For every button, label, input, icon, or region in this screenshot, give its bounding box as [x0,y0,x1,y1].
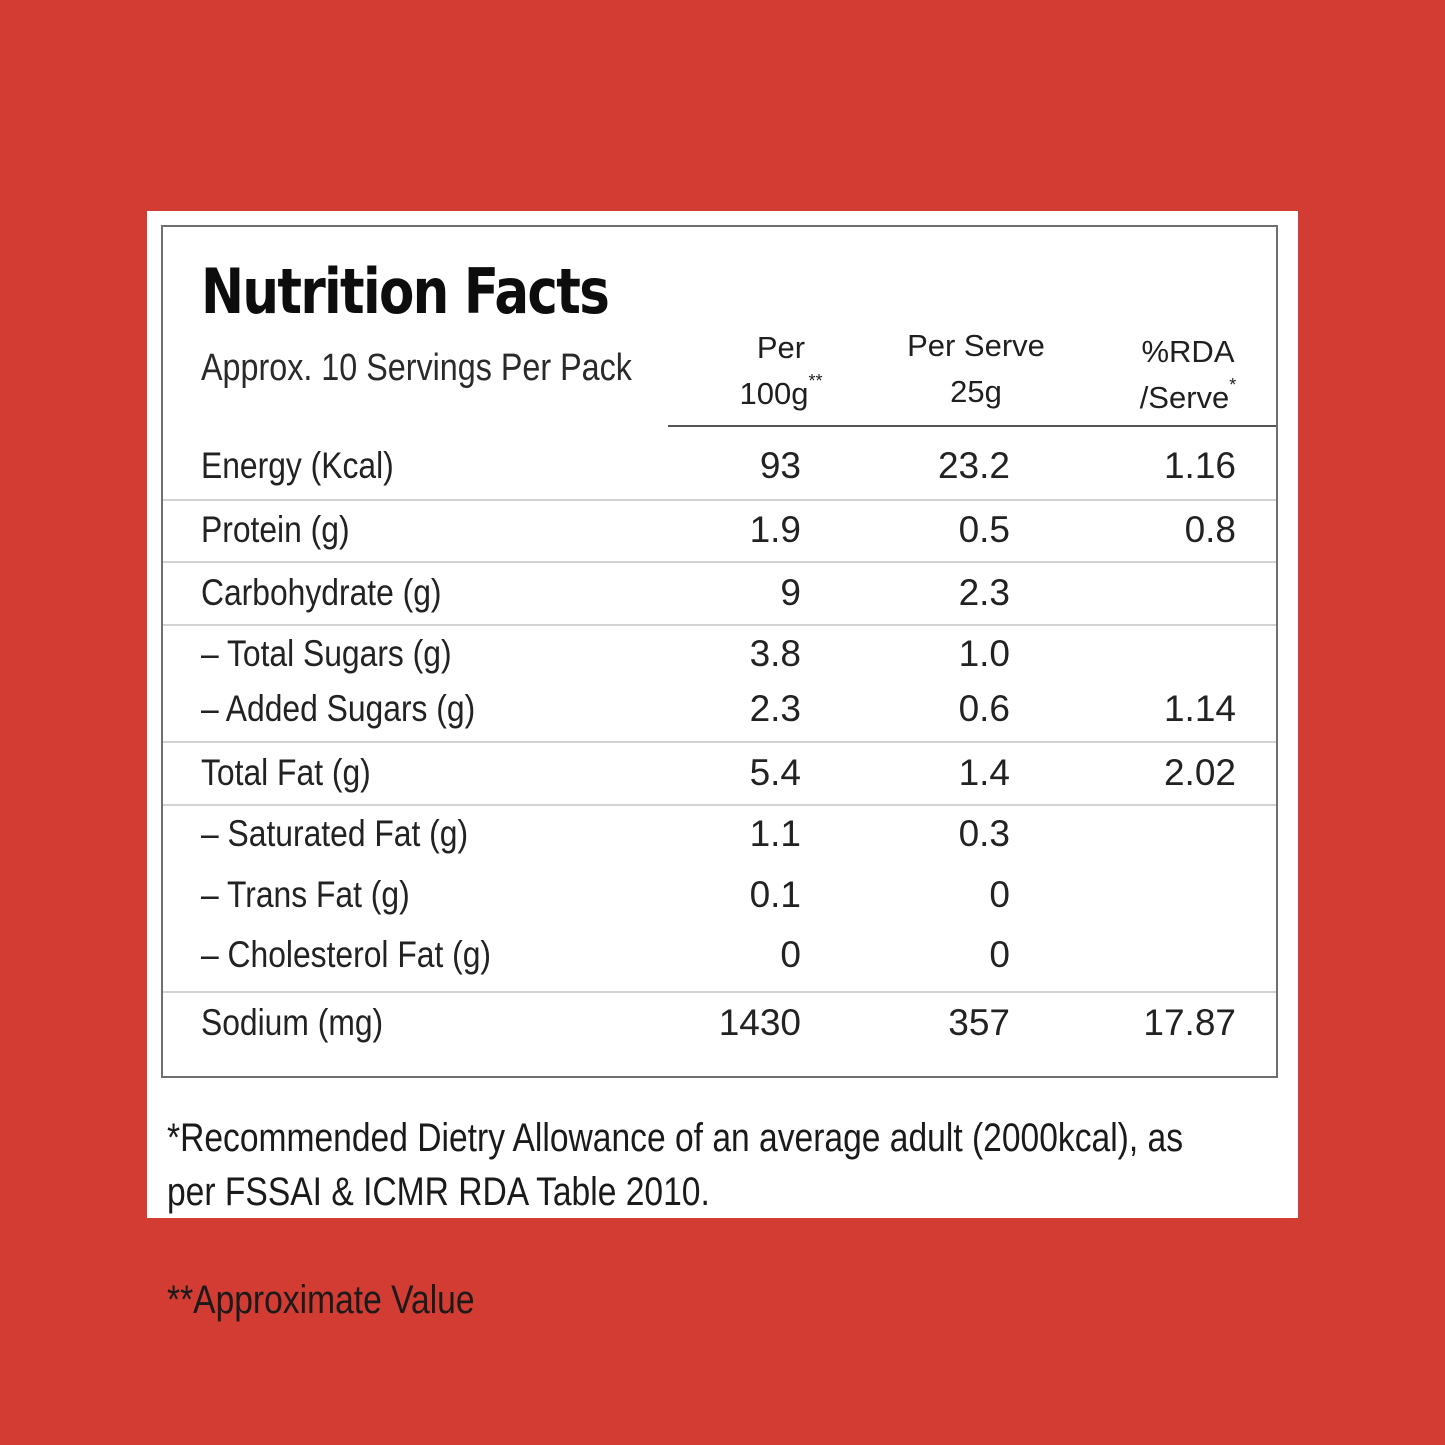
nutrient-label: Energy (Kcal) [201,445,394,486]
header-divider [668,425,1276,427]
value-per-serve: 1.0 [958,633,1010,674]
row-divider [163,499,1276,501]
nutrient-label: – Cholesterol Fat (g) [201,934,492,975]
value-per-serve: 357 [948,1002,1010,1043]
column-header-per-serve: Per Serve 25g [891,323,1061,415]
column-header-line: %RDA [1141,334,1235,369]
value-rda: 1.16 [1163,445,1236,486]
value-per-100g: 2.3 [749,688,801,729]
value-per-100g: 3.8 [749,633,801,674]
column-header-line: /Serve [1139,380,1230,415]
column-header-rda: %RDA /Serve* [1113,329,1263,421]
nutrient-label: Sodium (mg) [201,1002,384,1043]
value-per-100g: 5.4 [749,752,801,793]
value-per-serve: 0.3 [958,813,1010,854]
value-per-100g: 93 [759,445,801,486]
value-per-serve: 23.2 [937,445,1010,486]
value-rda: 0.8 [1184,509,1236,550]
value-per-100g: 1.1 [749,813,801,854]
column-header-line: Per Serve [907,328,1045,363]
value-per-serve: 0.6 [958,688,1010,729]
nutrient-label: – Added Sugars (g) [201,688,476,729]
nutrient-label: Carbohydrate (g) [201,572,442,613]
value-per-serve: 0 [989,934,1010,975]
page-title: Nutrition Facts [201,255,610,328]
footnote-line: per FSSAI & ICMR RDA Table 2010. [167,1170,710,1214]
value-rda: 1.14 [1163,688,1236,729]
row-divider [163,624,1276,626]
value-per-serve: 0 [989,874,1010,915]
footnote-line: **Approximate Value [167,1278,475,1322]
value-per-100g: 0.1 [749,874,801,915]
value-per-100g: 1430 [718,1002,801,1043]
servings-subtitle: Approx. 10 Servings Per Pack [201,347,632,389]
nutrient-label: – Trans Fat (g) [201,874,410,915]
value-rda: 2.02 [1163,752,1236,793]
footnote-mark: ** [808,371,823,391]
row-divider [163,561,1276,563]
value-per-serve: 2.3 [958,572,1010,613]
value-per-serve: 1.4 [958,752,1010,793]
nutrition-facts-panel: Nutrition Facts Approx. 10 Servings Per … [161,225,1278,1078]
footnote: *Recommended Dietry Allowance of an aver… [167,1111,1259,1327]
value-per-100g: 1.9 [749,509,801,550]
column-header-line: 100g [739,376,809,411]
footnote-line: *Recommended Dietry Allowance of an aver… [167,1116,1184,1160]
nutrition-label-card: Nutrition Facts Approx. 10 Servings Per … [147,211,1298,1322]
nutrient-label: Protein (g) [201,509,350,550]
column-header-line: Per [756,330,806,365]
value-per-100g: 0 [780,934,801,975]
column-header-line: 25g [950,374,1002,409]
nutrient-label: – Saturated Fat (g) [201,813,469,854]
value-per-100g: 9 [780,572,801,613]
value-rda: 17.87 [1143,1002,1236,1043]
row-divider [163,991,1276,993]
row-divider [163,804,1276,806]
nutrient-label: – Total Sugars (g) [201,633,452,674]
column-header-per-100g: Per 100g** [701,325,861,417]
row-divider [163,741,1276,743]
nutrient-label: Total Fat (g) [201,752,371,793]
footnote-mark: * [1229,375,1237,395]
value-per-serve: 0.5 [958,509,1010,550]
